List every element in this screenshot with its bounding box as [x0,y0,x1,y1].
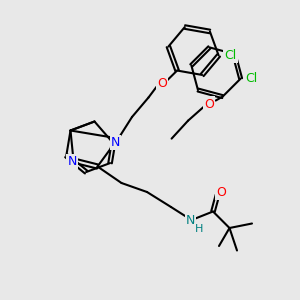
Text: H: H [195,224,203,234]
Text: O: O [216,185,226,199]
Text: N: N [186,214,195,227]
Text: Cl: Cl [224,49,237,62]
Text: N: N [67,155,77,169]
Text: Cl: Cl [245,72,257,85]
Text: O: O [157,77,167,91]
Text: O: O [204,98,214,111]
Text: N: N [111,136,120,149]
